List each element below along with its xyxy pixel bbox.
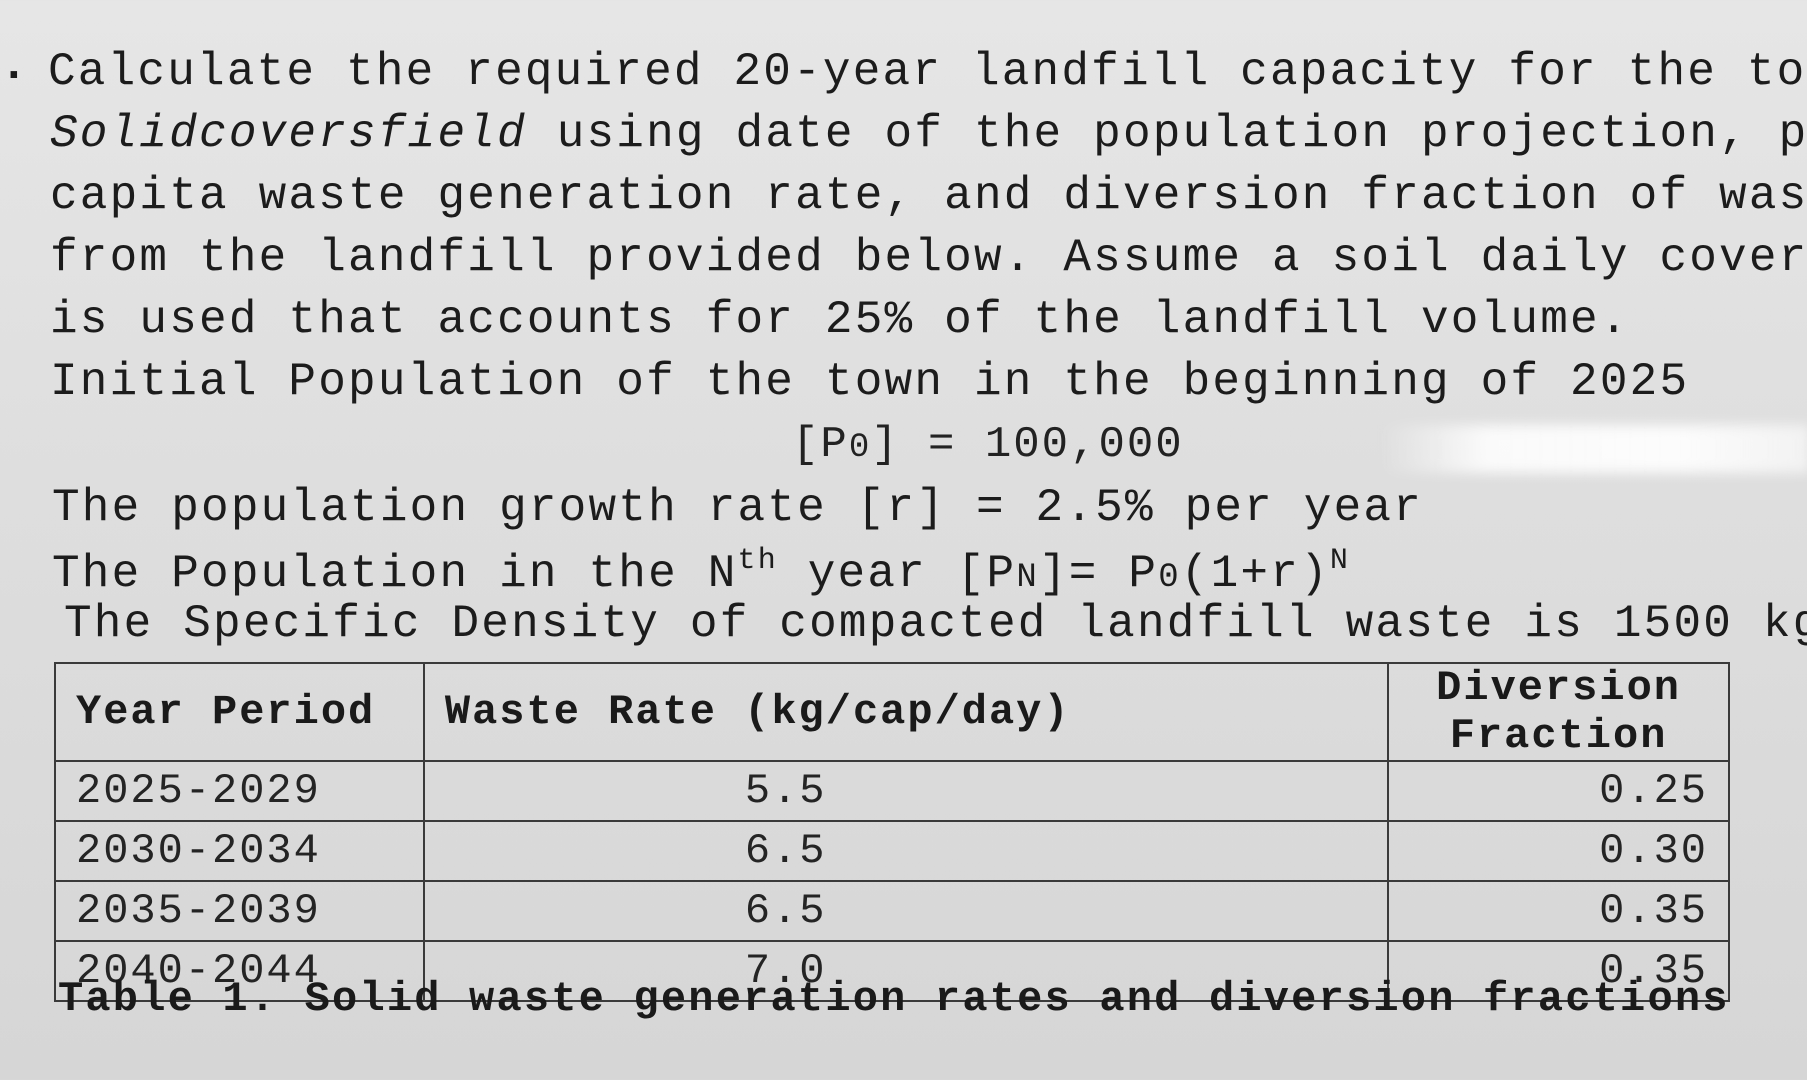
problem-line-3: capita waste generation rate, and divers… — [50, 170, 1807, 222]
header-diversion-fraction: Diversion Fraction — [1387, 662, 1730, 762]
nth-superscript: th — [737, 544, 778, 578]
cell-period: 2025-2029 — [54, 760, 425, 822]
cell-period: 2030-2034 — [54, 820, 425, 882]
table-row: 2035-2039 6.5 0.35 — [54, 880, 1730, 942]
nth-year-formula: The Population in the Nth year [PN]= P0(… — [52, 544, 1350, 600]
problem-line-5: is used that accounts for 25% of the lan… — [50, 294, 1630, 346]
p0-label: [P — [792, 420, 849, 470]
p0-subscript: 0 — [848, 429, 872, 467]
p0-formula: [P0] = 100,000 — [792, 420, 1184, 470]
table-row: 2025-2029 5.5 0.25 — [54, 760, 1730, 822]
cell-rate: 6.5 — [422, 880, 1390, 942]
p0-subscript-formula: 0 — [1158, 559, 1181, 597]
nth-paren: (1+r) — [1180, 548, 1330, 600]
list-bullet: . — [0, 40, 30, 92]
cell-fraction: 0.25 — [1387, 760, 1730, 822]
pn-subscript: N — [1016, 559, 1039, 597]
table-header-row: Year Period Waste Rate (kg/cap/day) Dive… — [54, 662, 1730, 762]
cell-period: 2040-2044 — [54, 940, 425, 1002]
cell-rate: 7.0 — [422, 940, 1390, 1002]
problem-line-4: from the landfill provided below. Assume… — [50, 232, 1807, 284]
header-year-period: Year Period — [54, 662, 425, 762]
town-name: Solidcoversfield — [50, 108, 527, 160]
growth-rate-line: The population growth rate [r] = 2.5% pe… — [52, 482, 1424, 534]
problem-line-2: Solidcoversfield using date of the popul… — [50, 108, 1807, 160]
cell-period: 2035-2039 — [54, 880, 425, 942]
cell-fraction: 0.35 — [1387, 940, 1730, 1002]
cell-rate: 5.5 — [422, 760, 1390, 822]
problem-line-2-rest: using date of the population projection,… — [556, 108, 1807, 160]
density-line: The Specific Density of compacted landfi… — [64, 598, 1807, 650]
cell-fraction: 0.30 — [1387, 820, 1730, 882]
cell-rate: 6.5 — [422, 820, 1390, 882]
p0-value: ] = 100,000 — [871, 420, 1184, 470]
nth-mid: year [P — [777, 548, 1017, 600]
initial-population-label: Initial Population of the town in the be… — [50, 356, 1690, 408]
nth-equals: ]= P — [1038, 548, 1159, 600]
table-caption: Table 1. Solid waste generation rates an… — [58, 975, 1730, 1023]
header-waste-rate: Waste Rate (kg/cap/day) — [422, 662, 1390, 762]
cell-fraction: 0.35 — [1387, 880, 1730, 942]
table-row: 2030-2034 6.5 0.30 — [54, 820, 1730, 882]
nth-exponent: N — [1329, 544, 1351, 578]
nth-prefix: The Population in the N — [52, 548, 738, 600]
screen-glare — [1380, 425, 1807, 473]
table-row: 2040-2044 7.0 0.35 — [54, 940, 1730, 1002]
problem-line-1: Calculate the required 20-year landfill … — [48, 46, 1807, 98]
waste-rates-table: Year Period Waste Rate (kg/cap/day) Dive… — [54, 662, 1730, 1002]
